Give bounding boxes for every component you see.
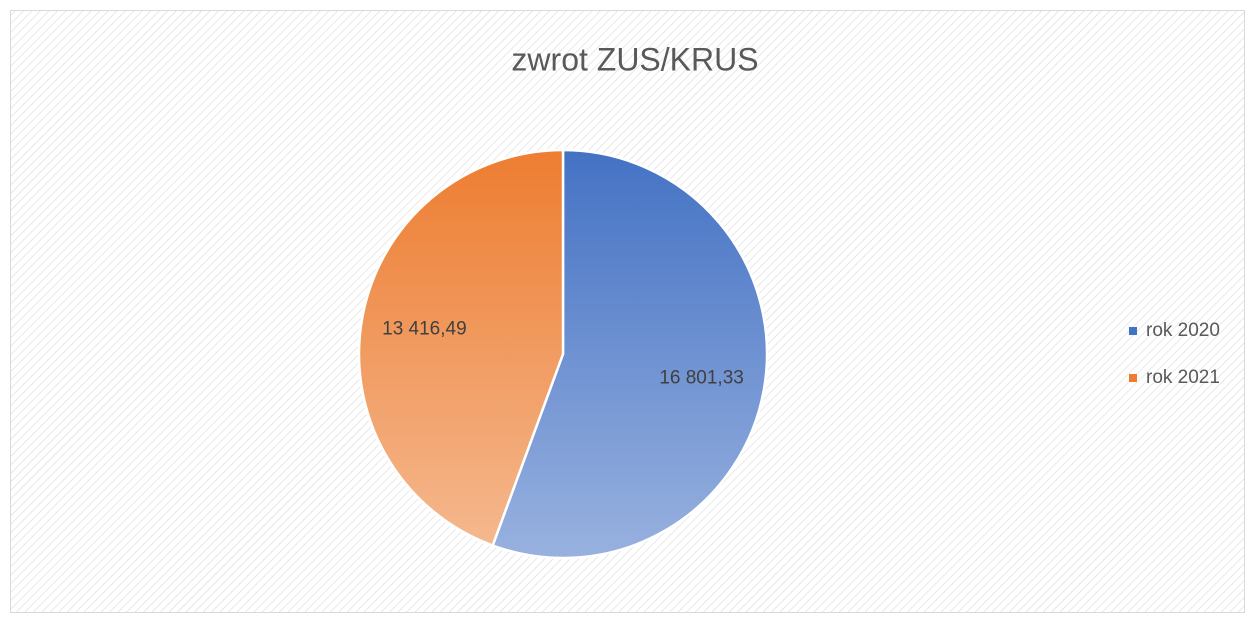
data-label: 16 801,33 <box>659 368 744 389</box>
legend-label: rok 2020 <box>1146 320 1220 341</box>
legend-label: rok 2021 <box>1146 367 1220 388</box>
data-label: 13 416,49 <box>382 318 467 339</box>
legend-swatch <box>1129 374 1137 382</box>
legend-swatch <box>1129 327 1137 335</box>
pie-slice <box>357 148 565 548</box>
pie-slice <box>491 148 769 560</box>
chart-title: zwrot ZUS/KRUS <box>511 41 758 77</box>
